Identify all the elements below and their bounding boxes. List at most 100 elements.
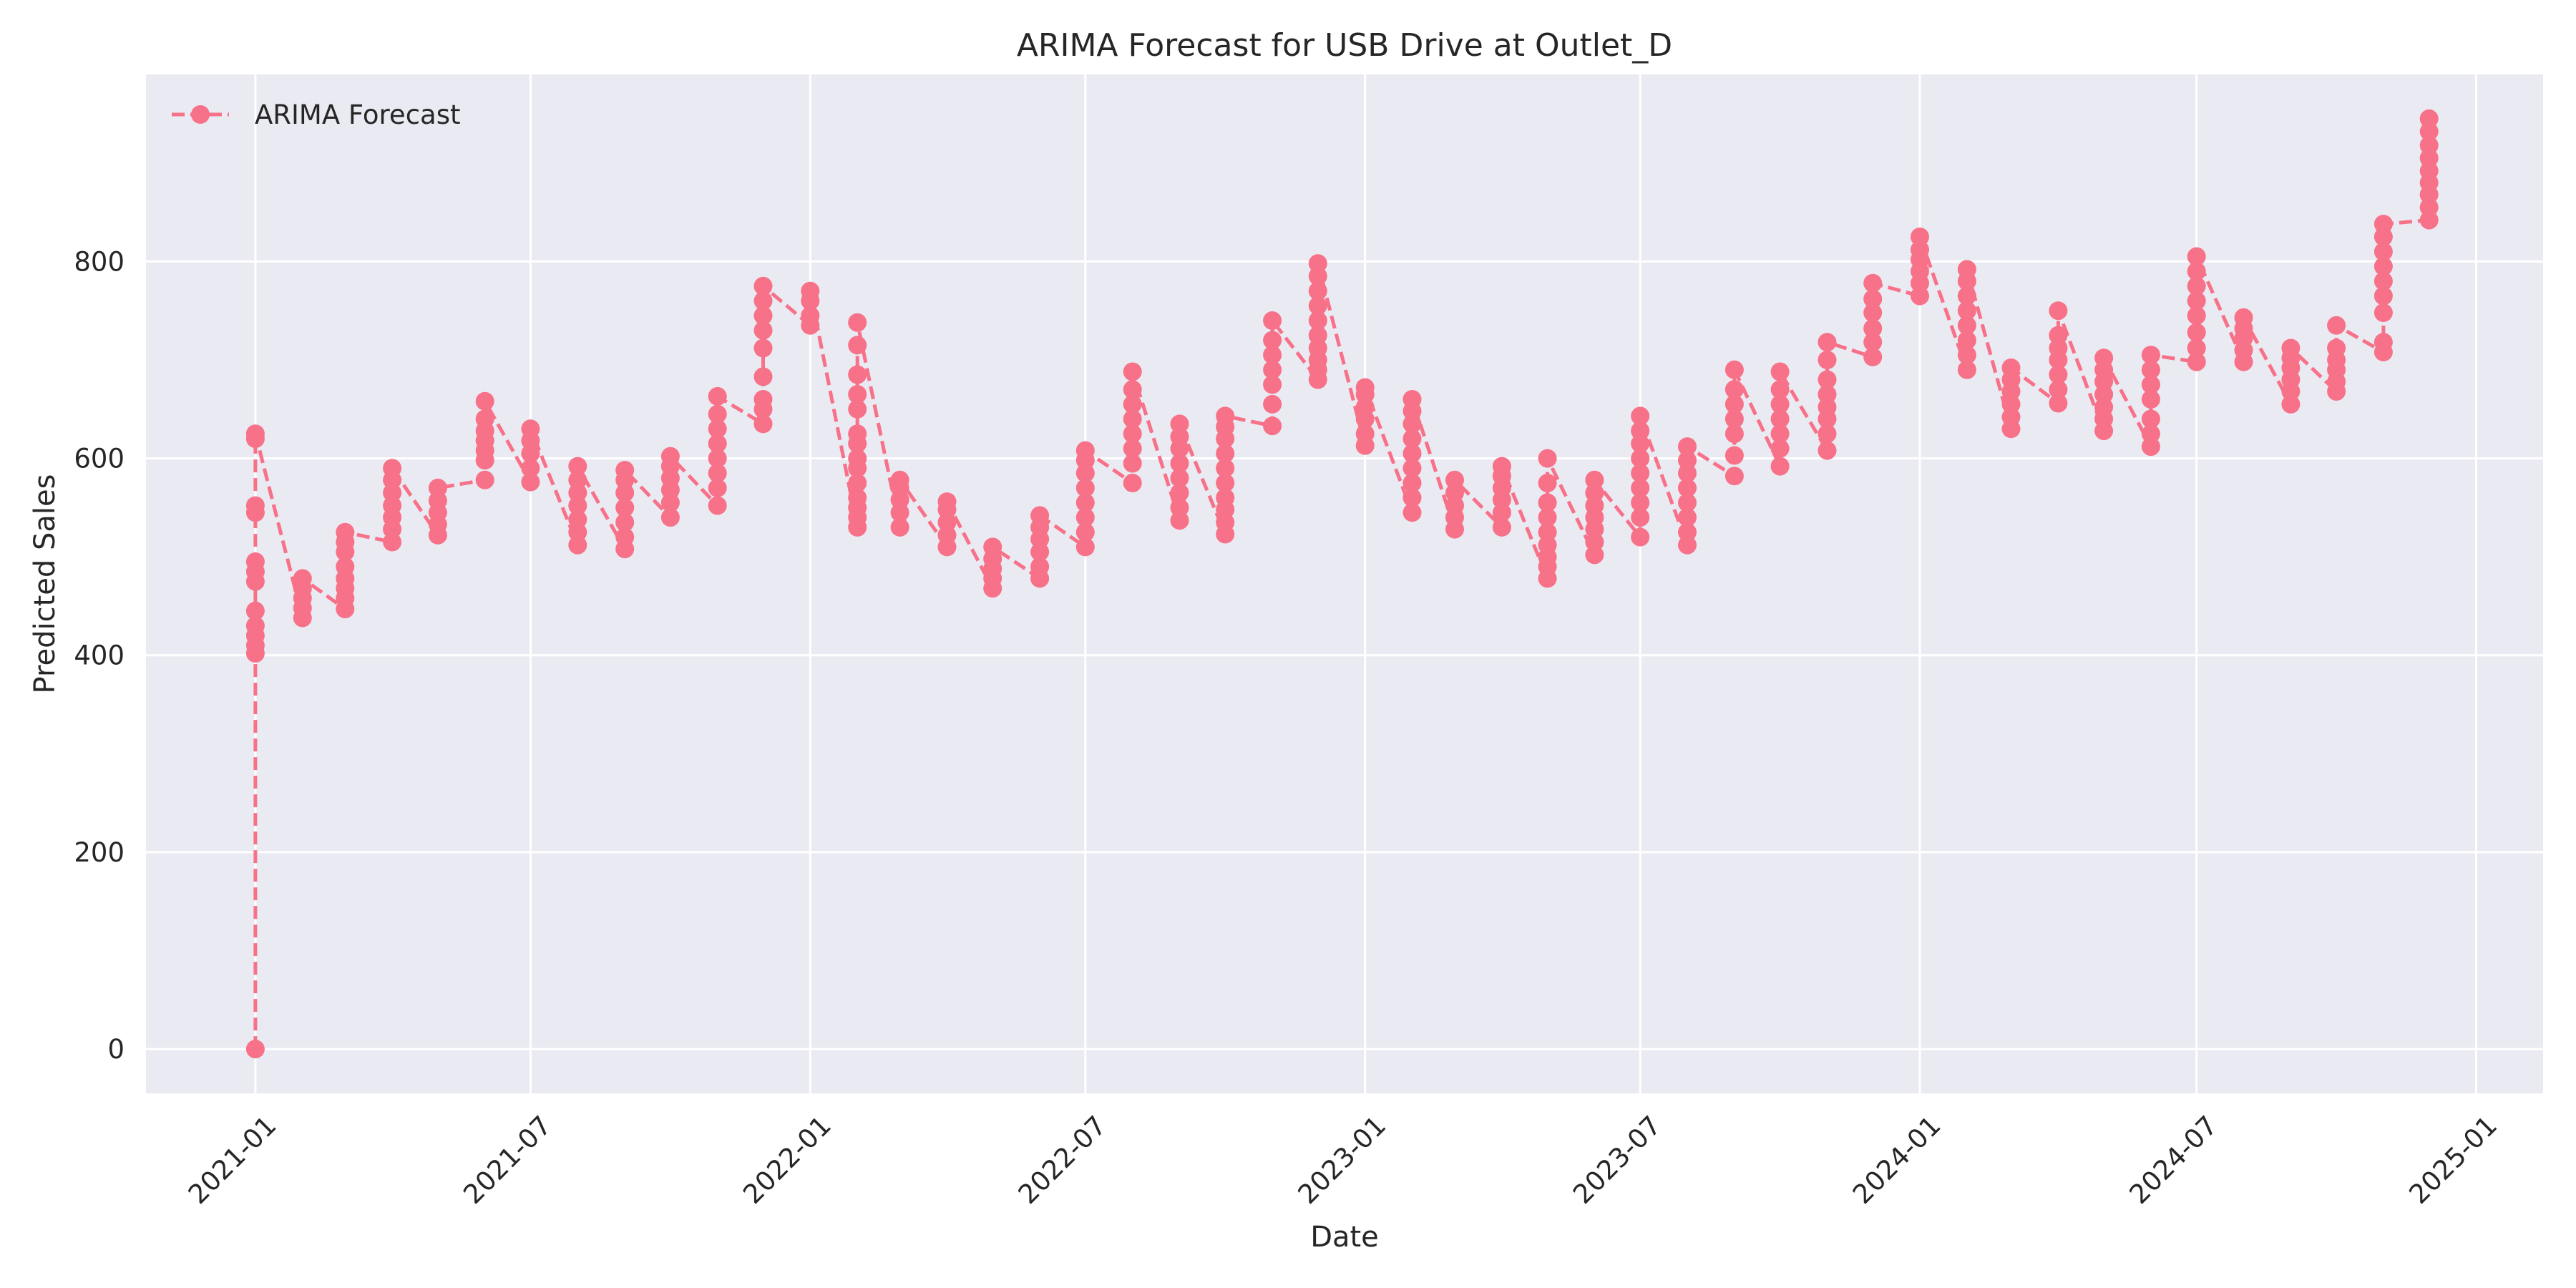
series-layer <box>245 109 2439 1059</box>
data-point-31-1 <box>1678 522 1697 542</box>
data-point-5-5 <box>475 409 494 429</box>
data-point-42-2 <box>2187 323 2206 342</box>
data-point-31-3 <box>1678 493 1697 512</box>
data-point-3-0 <box>383 532 402 552</box>
data-point-34-6 <box>1818 351 1837 369</box>
data-point-35-3 <box>1863 303 1883 322</box>
data-point-10-3 <box>708 449 727 468</box>
data-point-37-1 <box>1957 346 1976 365</box>
data-point-19-4 <box>1123 409 1142 429</box>
data-point-14-0 <box>890 517 909 537</box>
data-point-32-1 <box>1724 446 1744 465</box>
chart-title: ARIMA Forecast for USB Drive at Outlet_D <box>1017 27 1672 64</box>
data-point-21-1 <box>1216 513 1235 532</box>
data-point-44-5 <box>2281 338 2301 358</box>
data-point-33-0 <box>1770 457 1790 476</box>
data-point-39-4 <box>2049 338 2068 358</box>
data-point-40-6 <box>2094 348 2114 368</box>
data-point-11-3 <box>753 367 773 386</box>
data-point-17-1 <box>1030 557 1050 576</box>
data-point-44-0 <box>2281 394 2301 414</box>
data-point-10-5 <box>708 419 727 439</box>
data-point-46-5 <box>2373 257 2393 276</box>
data-point-23-9 <box>1308 254 1327 273</box>
data-point-47-5 <box>2419 148 2439 167</box>
data-point-13-10 <box>848 385 867 404</box>
data-point-35-4 <box>1863 289 1883 308</box>
data-point-6-4 <box>521 419 540 439</box>
data-point-20-4 <box>1170 454 1189 473</box>
data-point-7-4 <box>568 483 587 502</box>
data-point-39-5 <box>2049 326 2068 345</box>
data-point-21-5 <box>1216 459 1235 478</box>
data-point-38-2 <box>2001 394 2021 414</box>
data-point-23-5 <box>1308 311 1327 330</box>
y-tick-label: 0 <box>107 1034 125 1065</box>
data-point-4-3 <box>428 491 447 510</box>
data-point-40-3 <box>2094 385 2114 404</box>
data-point-21-4 <box>1216 474 1235 492</box>
data-point-37-5 <box>1957 286 1976 306</box>
legend-label: ARIMA Forecast <box>255 99 461 130</box>
data-point-11-8 <box>753 276 773 296</box>
data-point-30-0 <box>1631 527 1650 547</box>
data-point-42-4 <box>2187 291 2206 311</box>
data-point-30-5 <box>1631 449 1650 468</box>
data-point-16-4 <box>983 537 1002 557</box>
data-point-23-3 <box>1308 338 1327 358</box>
data-point-2-7 <box>336 522 355 542</box>
data-point-20-3 <box>1170 469 1189 488</box>
data-point-26-3 <box>1445 483 1464 502</box>
data-point-25-8 <box>1402 390 1422 409</box>
data-point-7-1 <box>568 522 587 542</box>
data-point-11-4 <box>753 338 773 358</box>
data-point-36-0 <box>1911 286 1929 306</box>
data-point-29-4 <box>1585 496 1604 515</box>
data-point-41-2 <box>2141 409 2160 429</box>
data-point-37-3 <box>1957 316 1976 335</box>
data-point-38-5 <box>2001 358 2021 377</box>
data-point-41-1 <box>2141 424 2160 444</box>
data-point-42-5 <box>2187 276 2206 296</box>
data-point-20-6 <box>1170 427 1189 447</box>
data-point-6-2 <box>521 444 540 463</box>
data-point-24-5 <box>1355 378 1375 397</box>
data-point-13-12 <box>848 336 867 355</box>
data-point-23-4 <box>1308 326 1327 345</box>
data-point-10-7 <box>708 386 727 406</box>
data-point-31-2 <box>1678 508 1697 527</box>
data-point-6-1 <box>521 459 540 478</box>
data-point-24-1 <box>1355 424 1375 444</box>
data-point-30-1 <box>1631 508 1650 527</box>
data-point-32-3 <box>1724 409 1744 429</box>
data-point-0-4 <box>245 616 265 635</box>
data-point-15-1 <box>937 525 957 545</box>
data-point-22-5 <box>1263 331 1282 350</box>
data-point-37-2 <box>1957 331 1976 350</box>
data-point-23-7 <box>1308 281 1327 301</box>
data-point-13-8 <box>848 424 867 444</box>
data-point-27-1 <box>1492 503 1511 522</box>
data-point-18-0 <box>1075 537 1095 557</box>
data-point-37-7 <box>1957 260 1976 279</box>
data-point-17-5 <box>1030 506 1050 525</box>
data-point-37-0 <box>1957 360 1976 379</box>
data-point-9-1 <box>660 493 680 512</box>
y-gridlines <box>146 260 2543 1050</box>
data-point-4-4 <box>428 478 447 497</box>
data-point-36-4 <box>1911 240 1929 259</box>
data-point-8-4 <box>615 483 635 502</box>
data-point-25-5 <box>1402 429 1422 449</box>
data-point-19-5 <box>1123 394 1142 414</box>
data-point-38-1 <box>2001 407 2021 426</box>
data-point-33-4 <box>1770 394 1790 414</box>
data-point-13-6 <box>848 449 867 468</box>
data-point-13-11 <box>848 365 867 384</box>
data-point-47-4 <box>2419 161 2439 180</box>
data-point-29-6 <box>1585 470 1604 489</box>
data-point-11-5 <box>753 321 773 340</box>
data-point-42-0 <box>2187 352 2206 371</box>
legend-marker-swatch <box>191 105 210 124</box>
